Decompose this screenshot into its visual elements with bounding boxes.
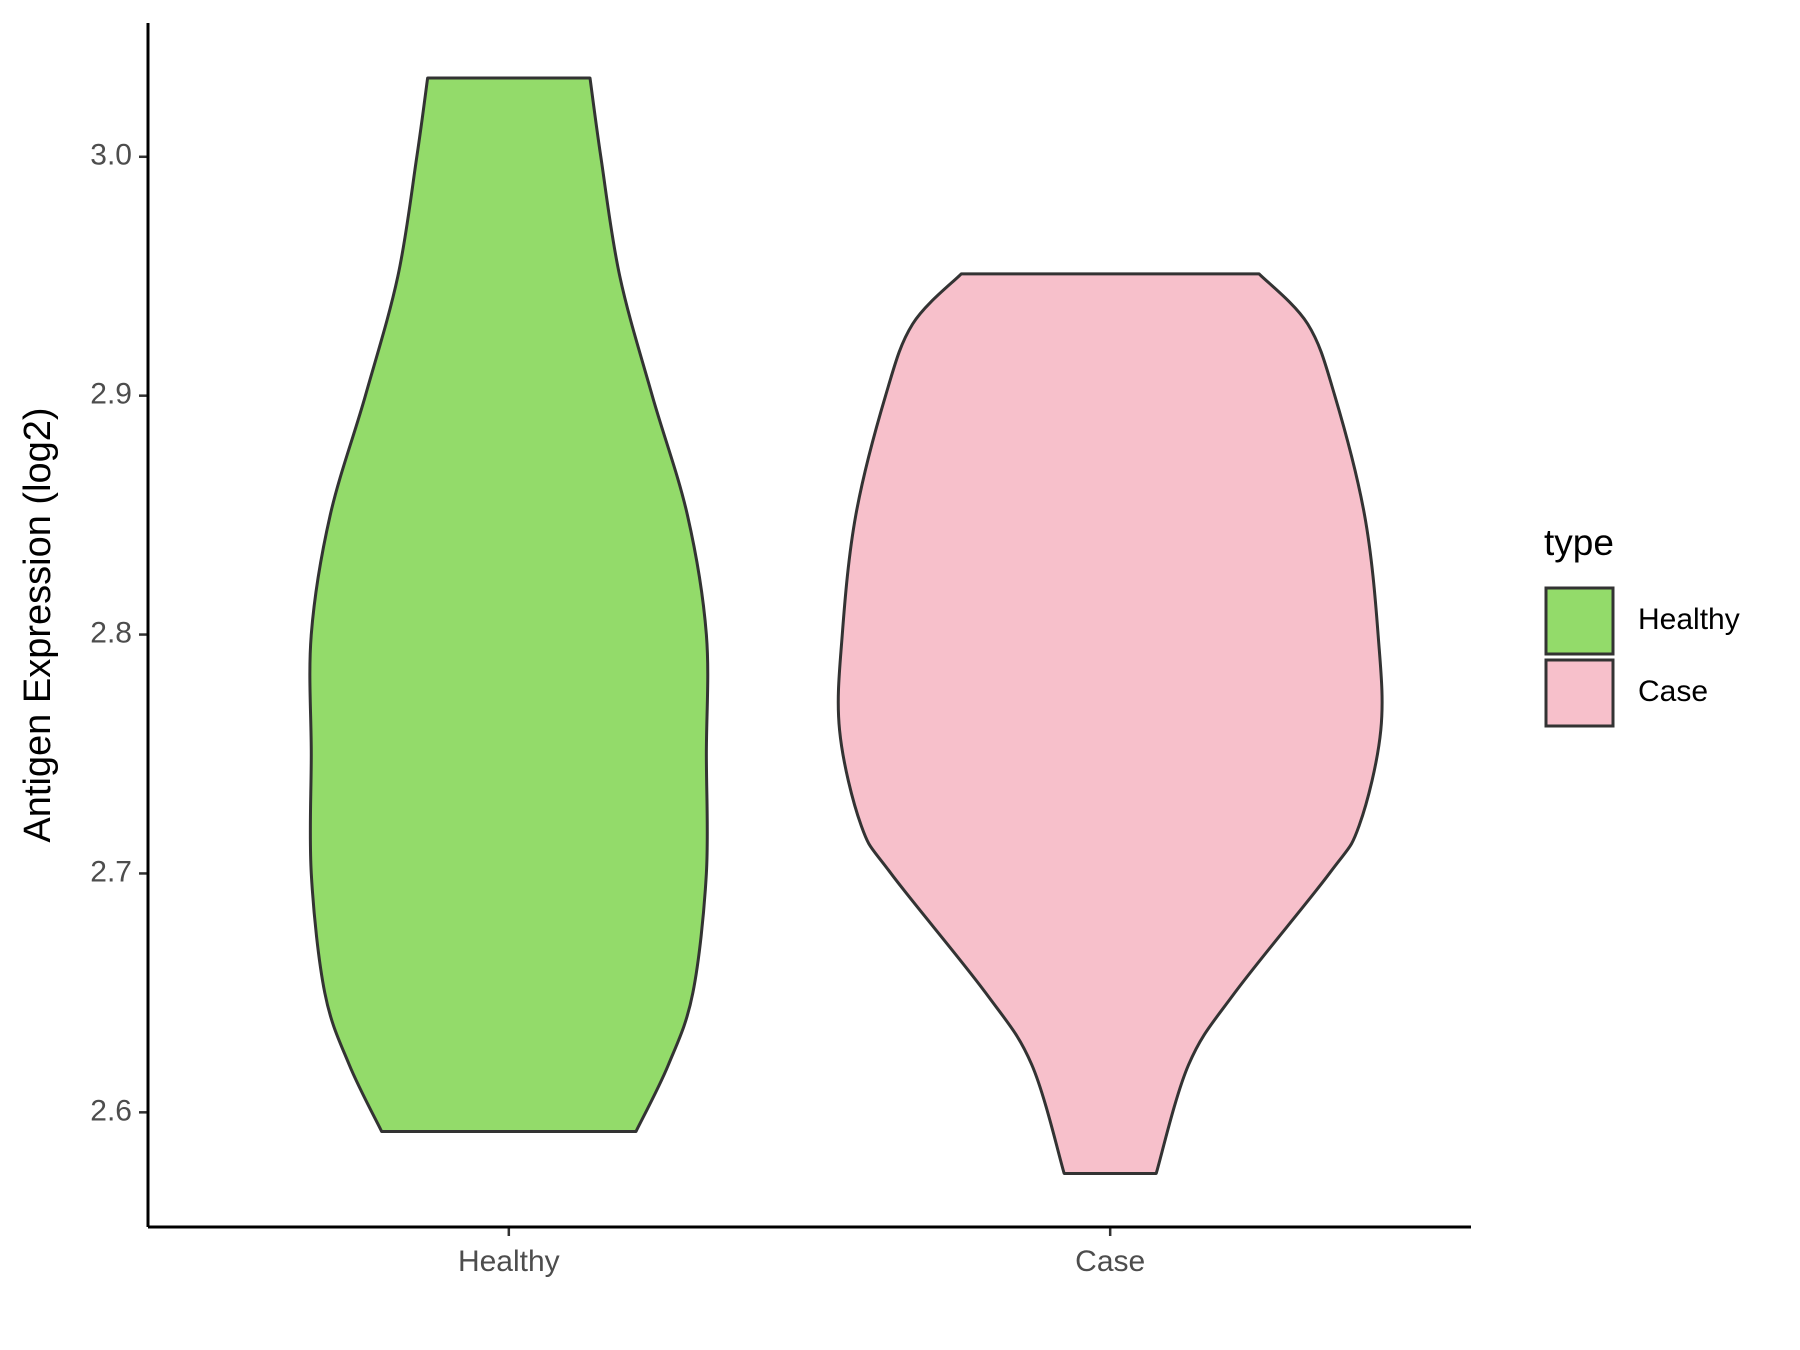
x-tick-label: Case xyxy=(1075,1245,1145,1278)
x-tick-label: Healthy xyxy=(458,1245,560,1278)
violin xyxy=(836,272,1384,1175)
y-tick-label: 3.0 xyxy=(90,139,132,172)
legend-label: Case xyxy=(1638,675,1708,708)
y-tick-label: 2.8 xyxy=(90,616,132,649)
legend-title: type xyxy=(1544,522,1614,563)
legend-key xyxy=(1544,658,1615,728)
y-tick-label: 2.9 xyxy=(90,378,132,411)
y-axis-title: Antigen Expression (log2) xyxy=(17,407,59,842)
y-tick-label: 2.7 xyxy=(90,855,132,888)
y-tick-label: 2.6 xyxy=(90,1094,132,1127)
legend-label: Healthy xyxy=(1638,603,1740,636)
violin xyxy=(308,76,710,1133)
legend-key xyxy=(1544,586,1615,656)
